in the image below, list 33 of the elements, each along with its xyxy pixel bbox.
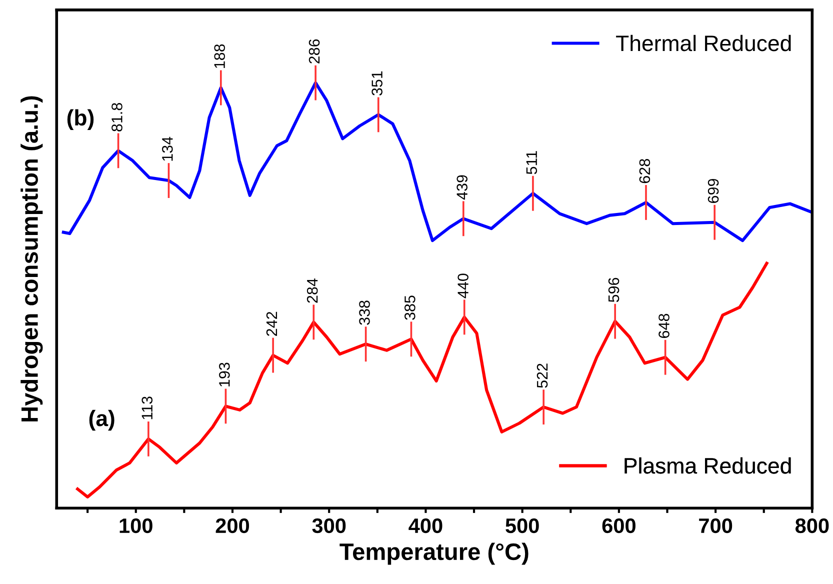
annotation: 134: [162, 136, 173, 161]
annotation: 522: [536, 364, 548, 388]
x-tick-label: 300: [312, 518, 346, 534]
x-tick-label: 200: [216, 518, 250, 534]
annotation: (a): [89, 410, 114, 431]
x-axis-title: Temperature (°C): [340, 542, 528, 565]
annotation: 351: [372, 71, 382, 96]
legend-label: Thermal Reduced: [616, 34, 791, 52]
x-tick-label: 500: [506, 518, 539, 534]
annotation: 628: [639, 159, 650, 184]
annotation: 113: [142, 396, 153, 420]
annotation: 596: [608, 278, 620, 302]
annotation: 699: [708, 178, 719, 203]
annotation: 286: [308, 39, 320, 64]
x-tick-label: 100: [120, 518, 152, 534]
annotation: 242: [266, 312, 278, 336]
annotation: 188: [214, 44, 225, 68]
y-axis-title: Hydrogen consumption (a.u.): [20, 96, 43, 422]
legend-label: Plasma Reduced: [624, 457, 791, 474]
x-tick-label: 600: [602, 518, 636, 534]
annotation: 385: [404, 296, 416, 320]
annotation: 193: [219, 362, 230, 386]
x-tick-label: 700: [699, 518, 732, 534]
annotation: 338: [359, 300, 370, 325]
annotation: 648: [658, 314, 670, 338]
annotation: 81.8: [112, 103, 122, 132]
annotation: 511: [526, 151, 538, 174]
annotation: 284: [306, 278, 318, 303]
x-tick-label: 800: [795, 518, 829, 534]
annotation: 440: [458, 274, 468, 298]
x-tick-label: 400: [408, 518, 442, 534]
annotation: 439: [456, 175, 468, 200]
annotation: (b): [67, 109, 94, 130]
